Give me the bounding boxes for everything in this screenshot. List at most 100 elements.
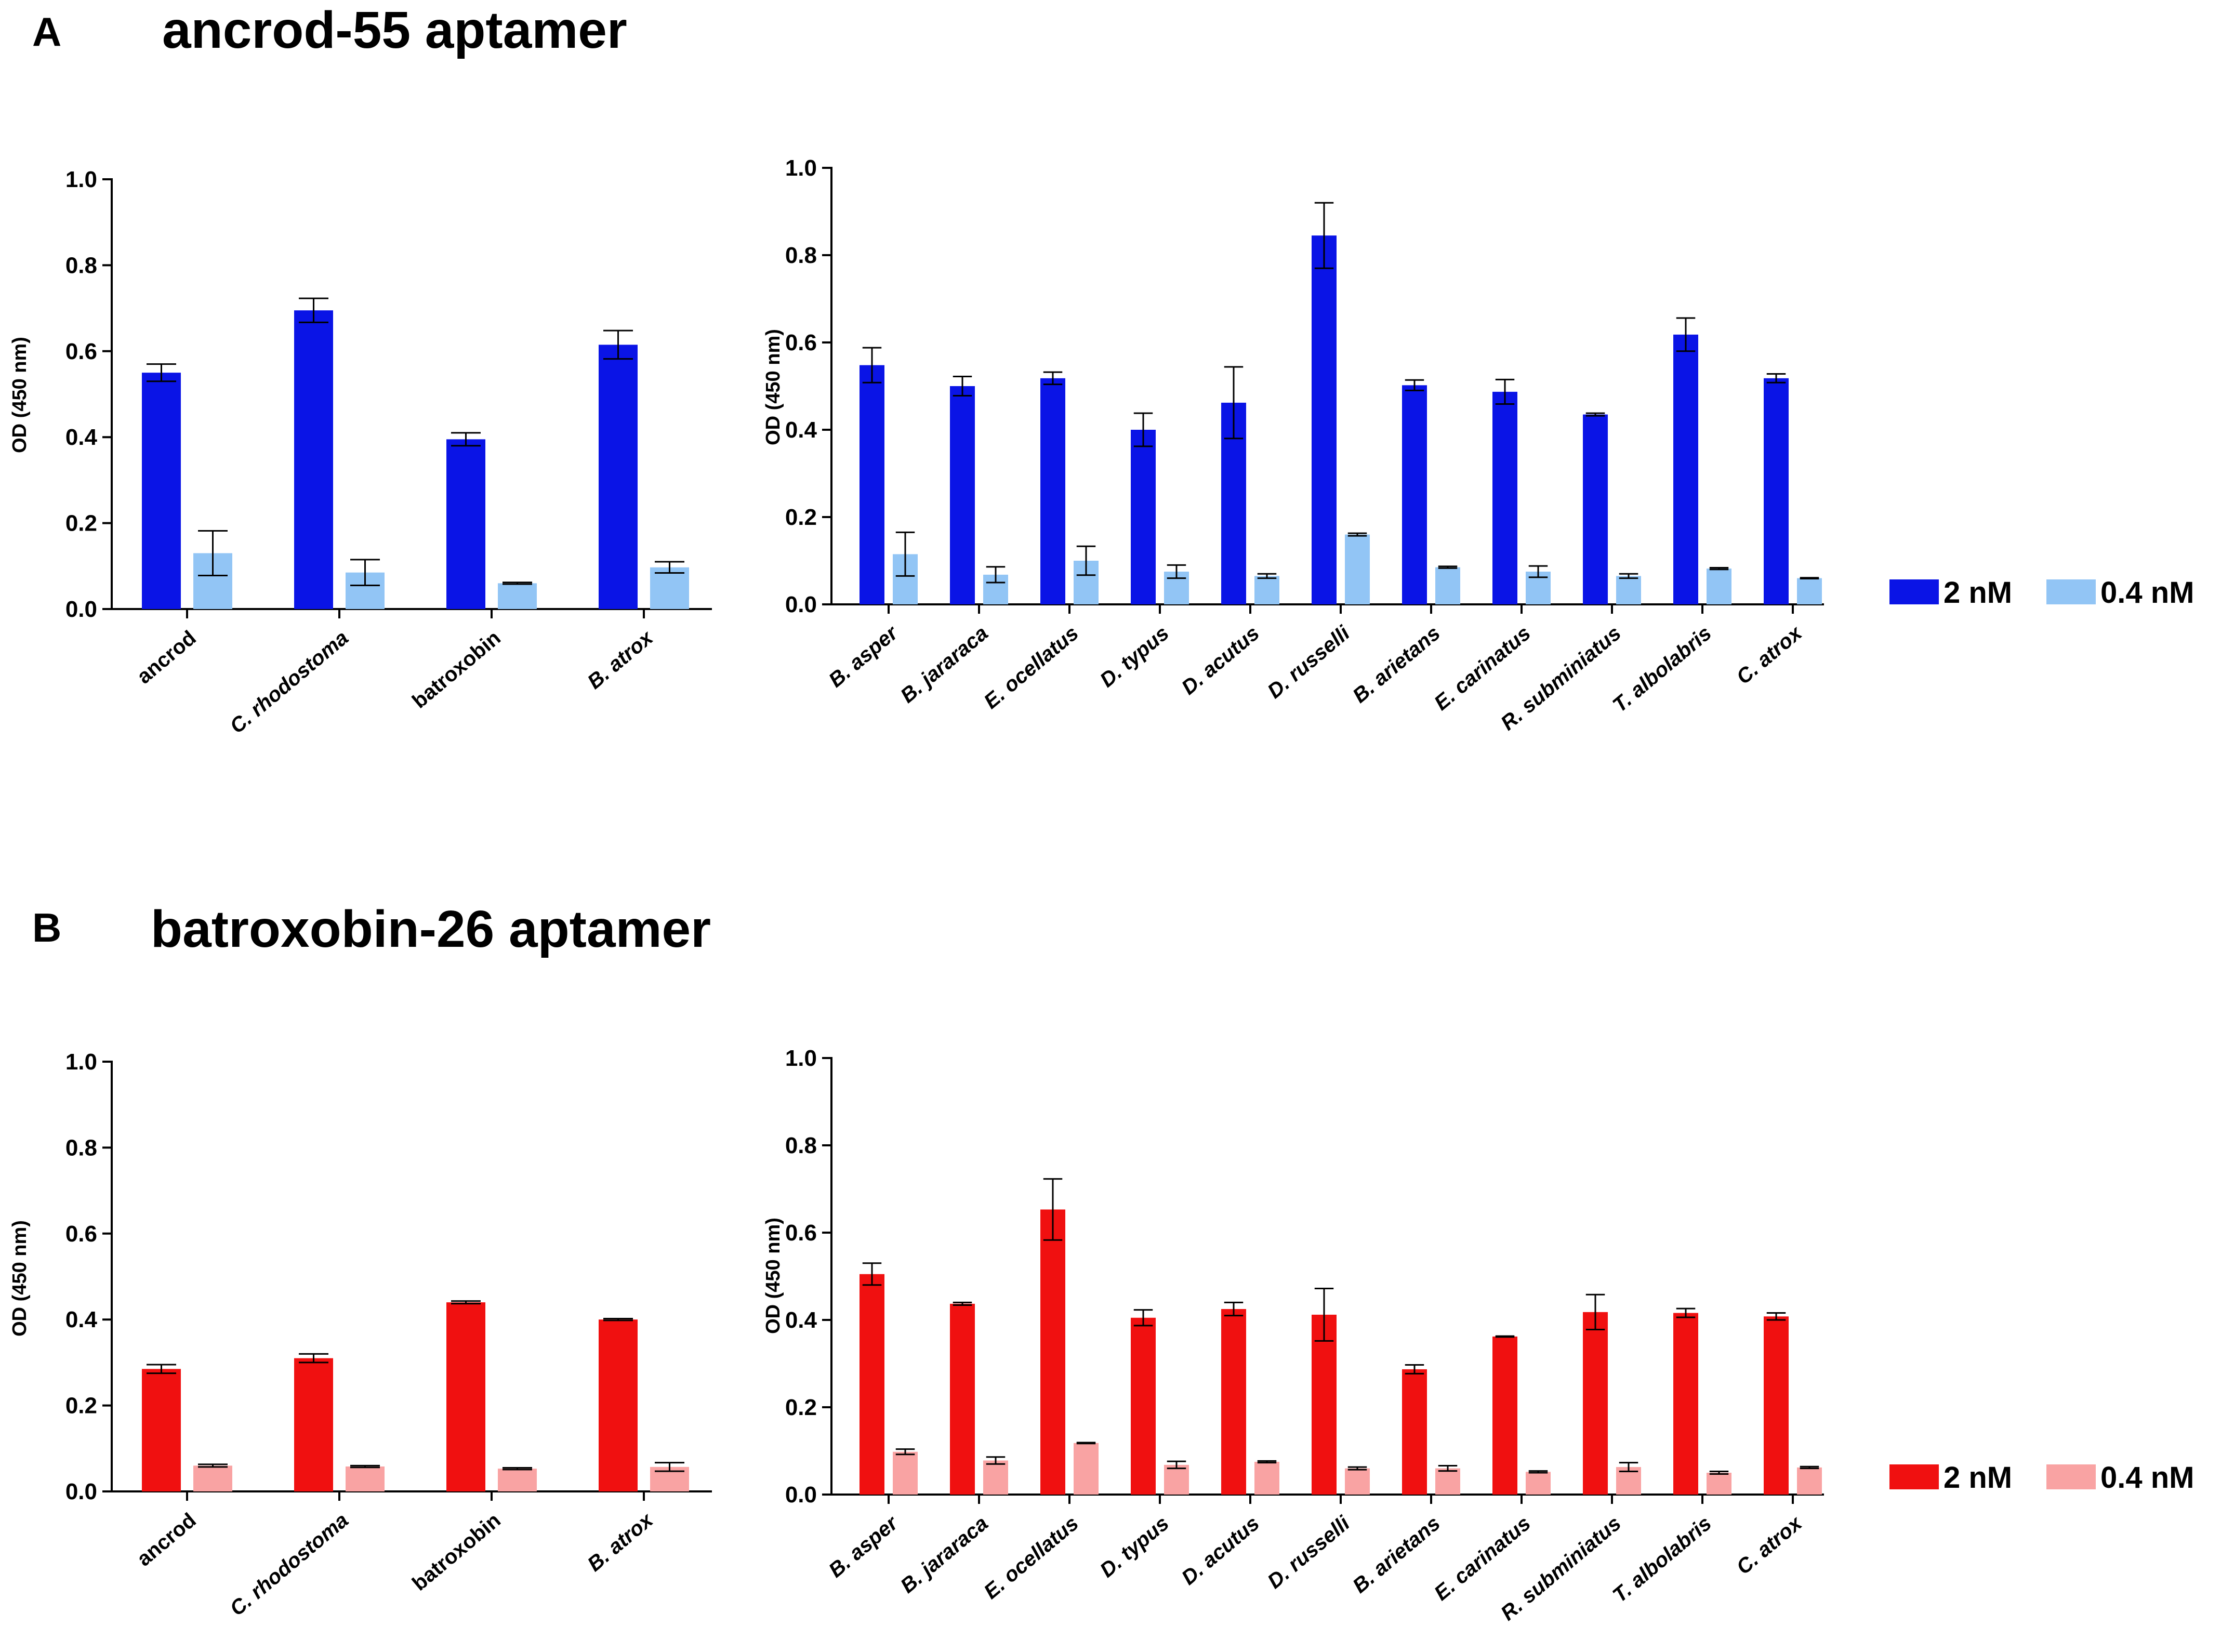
category-label-d-russelli: D. russelli [1263,1512,1354,1593]
bar-0-4-nm-b-jararaca [983,1460,1008,1495]
category-label-t-albolabris: T. albolabris [1608,622,1715,717]
legend-swatch-2nm [1889,1464,1939,1489]
y-tick-label: 1.0 [785,1046,817,1071]
bar-0-4-nm-e-ocellatus [1074,1443,1099,1495]
panel-letter-a: A [32,9,61,55]
bar-0-4-nm-d-acutus [1254,1462,1279,1495]
legend-b: 2 nM 0.4 nM [1889,1461,2194,1495]
legend-label-2nm: 2 nM [1944,1461,2012,1495]
bar-2-nm-b-asper [860,365,884,604]
bar-2-nm-d-russelli [1312,235,1337,604]
legend-label-2nm: 2 nM [1944,576,2012,610]
bar-2-nm-c-rhodostoma [294,1358,333,1491]
bar-0-4-nm-d-russelli [1345,1468,1370,1495]
y-tick-label: 0.8 [65,253,97,278]
chart-a-left: 0.0 0.2 0.4 0.6 0.8 1.0 OD (450 nm) ancrod C. rh… [9,167,712,738]
category-label-b-arietans: B. arietans [1349,1512,1445,1597]
bar-0-4-nm-b-arietans [1435,567,1460,604]
y-tick-label: 0.4 [65,1307,98,1332]
bar-2-nm-r-subminiatus [1583,414,1608,604]
bar-2-nm-b-jararaca [950,1303,975,1495]
bar-2-nm-b-atrox [599,345,638,609]
category-label-t-albolabris: T. albolabris [1608,1512,1715,1607]
category-label-ancrod: ancrod [133,626,200,688]
bar-2-nm-d-typus [1131,430,1156,604]
bar-0-4-nm-t-albolabris [1707,569,1731,604]
category-label-b-atrox: B. atrox [583,626,658,694]
bar-0-4-nm-t-albolabris [1707,1473,1731,1495]
bar-2-nm-c-atrox [1764,1316,1789,1495]
category-label-b-asper: B. asper [825,621,903,692]
bar-2-nm-ancrod [142,373,181,609]
category-label-batroxobin: batroxobin [408,1509,505,1595]
bar-2-nm-batroxobin [446,439,485,609]
category-label-e-ocellatus: E. ocellatus [980,622,1083,713]
chart-a-right: 0.0 0.2 0.4 0.6 0.8 1.0 OD (450 nm) B. asper B. … [762,155,1824,735]
chart-b-left: 0.0 0.2 0.4 0.6 0.8 1.0 OD (450 nm) ancrod C. rh… [9,1049,712,1620]
y-tick-label: 0.0 [785,592,817,617]
bar-0-4-nm-batroxobin [498,1469,537,1491]
bar-2-nm-batroxobin [446,1302,485,1491]
y-tick-label: 1.0 [65,167,97,192]
bar-0-4-nm-c-atrox [1797,1467,1822,1495]
bar-0-4-nm-d-acutus [1254,576,1279,604]
panel-letter-b: B [32,905,61,950]
bar-2-nm-b-arietans [1402,1369,1427,1495]
y-tick-label: 0.6 [65,339,97,364]
legend-swatch-0-4nm [2046,579,2096,604]
bar-2-nm-e-carinatus [1492,391,1517,604]
category-label-b-asper: B. asper [825,1511,903,1582]
y-tick-label: 0.6 [65,1221,97,1247]
bar-2-nm-d-acutus [1221,1309,1246,1495]
legend-swatch-0-4nm [2046,1464,2096,1489]
bar-0-4-nm-b-atrox [650,567,689,609]
category-label-b-atrox: B. atrox [583,1508,658,1576]
y-tick-label: 0.6 [785,1220,817,1246]
y-tick-label: 0.8 [65,1135,97,1160]
y-tick-label: 0.6 [785,330,817,355]
bar-0-4-nm-ancrod [193,1465,232,1491]
category-label-d-acutus: D. acutus [1178,622,1264,699]
y-axis-label: OD (450 nm) [9,1220,31,1337]
y-tick-label: 1.0 [785,155,817,181]
legend-a: 2 nM 0.4 nM [1889,576,2194,610]
y-tick-label: 0.0 [785,1482,817,1508]
bar-2-nm-e-ocellatus [1040,378,1065,604]
y-axis-label: OD (450 nm) [762,1218,784,1334]
bar-0-4-nm-b-arietans [1435,1468,1460,1495]
category-label-c-atrox: C. atrox [1732,621,1807,689]
category-label-c-rhodostoma: C. rhodostoma [226,1509,352,1620]
y-tick-label: 0.0 [65,597,97,622]
y-tick-label: 0.2 [785,1395,817,1420]
y-tick-label: 0.8 [785,243,817,268]
bar-0-4-nm-r-subminiatus [1616,576,1641,604]
y-tick-label: 1.0 [65,1049,97,1075]
legend-label-0-4nm: 0.4 nM [2100,576,2194,610]
bar-2-nm-t-albolabris [1673,334,1698,604]
bar-0-4-nm-c-atrox [1797,578,1822,604]
category-label-c-rhodostoma: C. rhodostoma [226,626,352,738]
category-label-e-ocellatus: E. ocellatus [980,1512,1083,1604]
bar-2-nm-b-jararaca [950,386,975,604]
bar-2-nm-c-rhodostoma [294,310,333,609]
category-label-d-typus: D. typus [1096,622,1173,692]
y-tick-label: 0.4 [785,417,817,443]
bar-2-nm-b-atrox [599,1319,638,1491]
bar-0-4-nm-e-carinatus [1526,1472,1551,1495]
y-tick-label: 0.2 [785,505,817,530]
bar-2-nm-e-ocellatus [1040,1209,1065,1495]
category-label-b-arietans: B. arietans [1349,622,1445,707]
panel-title-a: ancrod-55 aptamer [162,1,627,59]
y-tick-label: 0.2 [65,511,97,536]
y-axis-label: OD (450 nm) [762,329,784,445]
chart-b-right: 0.0 0.2 0.4 0.6 0.8 1.0 OD (450 nm) B. asper B. … [762,1046,1824,1625]
y-axis-label: OD (450 nm) [9,337,31,453]
bar-0-4-nm-c-rhodostoma [346,1466,385,1491]
bar-2-nm-c-atrox [1764,378,1789,604]
y-tick-label: 0.8 [785,1133,817,1158]
legend-swatch-2nm [1889,579,1939,604]
y-tick-label: 0.2 [65,1393,97,1419]
category-label-d-typus: D. typus [1096,1512,1173,1582]
y-tick-label: 0.4 [785,1307,817,1333]
